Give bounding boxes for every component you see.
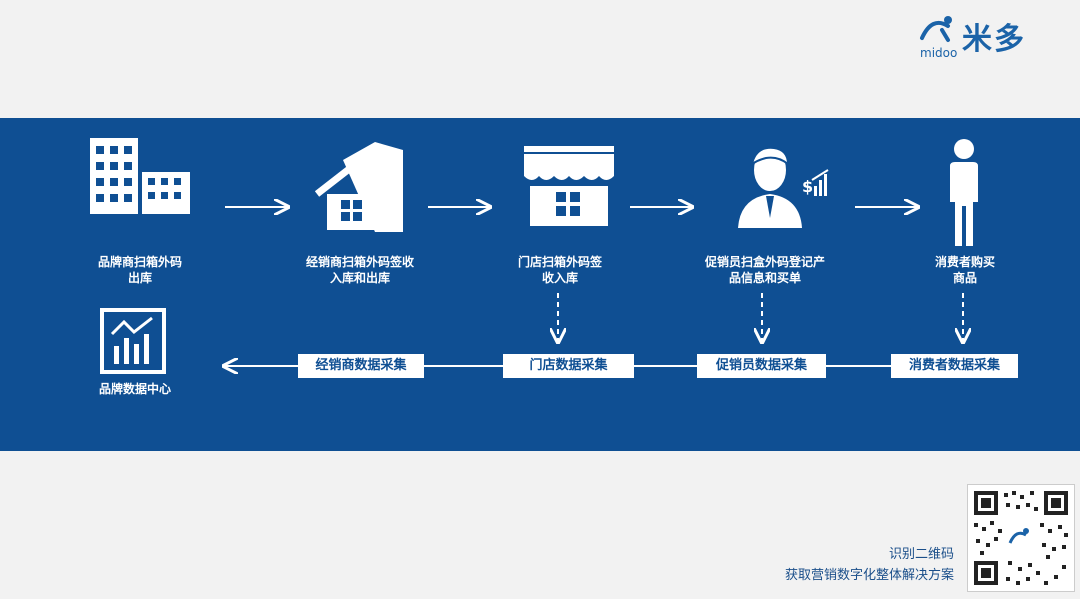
chart-monitor-icon <box>100 308 166 374</box>
collection-store: 门店数据采集 <box>503 354 634 378</box>
step-label-store: 门店扫箱外码签 收入库 <box>517 255 602 285</box>
qr-caption-1: 识别二维码 <box>888 547 954 562</box>
person-icon <box>950 139 978 246</box>
collection-promoter: 促销员数据采集 <box>697 354 826 378</box>
buildings-icon <box>90 138 190 214</box>
salesperson-icon: $ <box>738 146 829 228</box>
brand-name-en: midoo <box>920 46 958 60</box>
collection-distributor: 经销商数据采集 <box>298 354 424 378</box>
brand-name-cn: 米多 <box>962 22 1026 57</box>
dashed-arrows <box>558 293 963 342</box>
qr-code-icon <box>974 491 1068 585</box>
data-center-label: 品牌数据中心 <box>98 382 171 396</box>
store-icon <box>524 146 614 226</box>
step-label-consumer: 消费者购买 商品 <box>934 255 995 285</box>
qr-caption-2: 获取营销数字化整体解决方案 <box>784 568 954 583</box>
collection-consumer: 消费者数据采集 <box>891 354 1018 378</box>
brand-logo: 米多 midoo <box>918 12 1058 60</box>
warehouse-icon <box>315 142 403 232</box>
step-label-distributor: 经销商扫箱外码签收 入库和出库 <box>305 255 414 285</box>
step-label-promoter: 促销员扫盒外码登记产 品信息和买单 <box>704 255 825 285</box>
qr-code[interactable] <box>967 484 1075 592</box>
dollar-icon: $ <box>802 177 813 196</box>
step-label-brand: 品牌商扫箱外码 出库 <box>97 255 182 285</box>
logo-mark-icon <box>920 16 952 42</box>
